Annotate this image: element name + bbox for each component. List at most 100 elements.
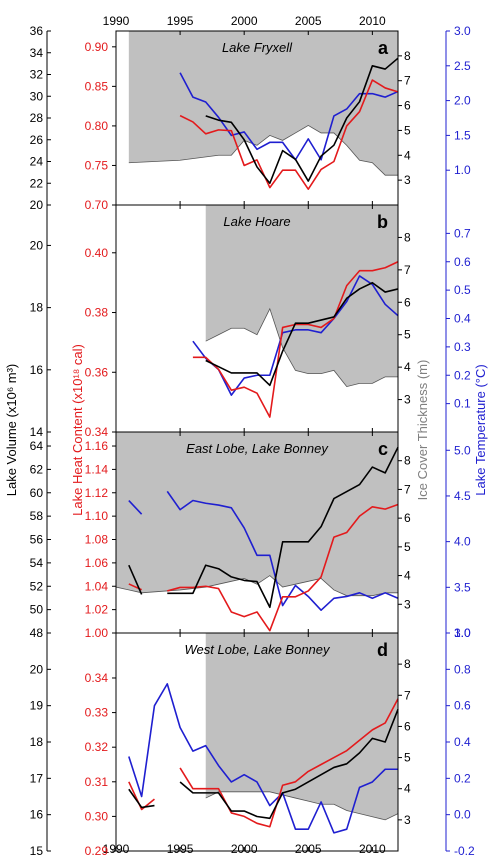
temperature-tick-label: 0.7 bbox=[454, 226, 471, 240]
heat-tick-label: 0.70 bbox=[85, 198, 109, 212]
heat-tick-label: 0.40 bbox=[85, 246, 109, 260]
ice-tick-label: 5 bbox=[404, 123, 411, 137]
temperature-tick-label: 1.0 bbox=[454, 163, 471, 177]
volume-line bbox=[205, 281, 399, 387]
ice-tick-label: 8 bbox=[404, 657, 411, 671]
heat-tick-label: 0.85 bbox=[85, 79, 109, 93]
ice-tick-label: 7 bbox=[404, 74, 411, 88]
ice-cover-fill bbox=[205, 633, 398, 820]
heat-tick-label: 0.33 bbox=[85, 706, 109, 720]
ice-tick-label: 4 bbox=[404, 360, 411, 374]
ice-tick-label: 6 bbox=[404, 511, 411, 525]
ice-tick-label: 6 bbox=[404, 719, 411, 733]
temp-line bbox=[128, 499, 143, 515]
volume-line bbox=[167, 446, 399, 609]
heat-tick-label: 0.36 bbox=[85, 365, 109, 379]
ice-tick-label: 7 bbox=[404, 263, 411, 277]
ice-tick-label: 6 bbox=[404, 99, 411, 113]
volume-tick-label: 16 bbox=[30, 363, 44, 377]
panel-letter: b bbox=[377, 212, 388, 232]
volume-tick-label: 64 bbox=[30, 439, 44, 453]
volume-tick-label: 26 bbox=[30, 133, 44, 147]
ice-tick-label: 4 bbox=[404, 569, 411, 583]
volume-tick-label: 54 bbox=[30, 556, 44, 570]
ice-tick-label: 8 bbox=[404, 454, 411, 468]
volume-tick-label: 30 bbox=[30, 89, 44, 103]
temp-line bbox=[166, 490, 399, 611]
volume-tick-label: 58 bbox=[30, 509, 44, 523]
panel-letter: d bbox=[377, 640, 388, 660]
heat-tick-label: 1.02 bbox=[85, 603, 109, 617]
heat-tick-label: 0.90 bbox=[85, 40, 109, 54]
temperature-tick-label: 0.0 bbox=[454, 808, 471, 822]
temp-line bbox=[128, 683, 398, 834]
ice-tick-label: 5 bbox=[404, 751, 411, 765]
heat-tick-label: 0.32 bbox=[85, 740, 109, 754]
top-year-tick-label: 1995 bbox=[167, 14, 194, 28]
temperature-tick-label: 0.4 bbox=[454, 312, 471, 326]
heat-line bbox=[167, 503, 399, 632]
ice-cover-fill bbox=[205, 205, 398, 387]
bottom-year-tick-label: 1990 bbox=[103, 842, 130, 856]
temperature-tick-label: 3.0 bbox=[454, 24, 471, 38]
ice-tick-label: 5 bbox=[404, 540, 411, 554]
ice-tick-label: 3 bbox=[404, 597, 411, 611]
ice-tick-label: 8 bbox=[404, 49, 411, 63]
heat-tick-label: 1.12 bbox=[85, 486, 109, 500]
ice-tick-label: 4 bbox=[404, 782, 411, 796]
ice-tick-label: 3 bbox=[404, 173, 411, 187]
heat-line bbox=[179, 698, 399, 828]
top-year-tick-label: 2005 bbox=[295, 14, 322, 28]
temperature-tick-label: 0.1 bbox=[454, 397, 471, 411]
volume-tick-label: 36 bbox=[30, 24, 44, 38]
volume-tick-label: 32 bbox=[30, 68, 44, 82]
heat-tick-label: 0.80 bbox=[85, 119, 109, 133]
volume-tick-label: 20 bbox=[30, 198, 44, 212]
panel-title: East Lobe, Lake Bonney bbox=[186, 441, 329, 456]
top-year-tick-label: 2000 bbox=[231, 14, 258, 28]
temperature-tick-label: 2.5 bbox=[454, 59, 471, 73]
bottom-year-tick-label: 2000 bbox=[231, 842, 258, 856]
volume-line bbox=[128, 564, 143, 595]
temperature-tick-label: 3.5 bbox=[454, 580, 471, 594]
bottom-year-tick-label: 2010 bbox=[359, 842, 386, 856]
volume-tick-label: 62 bbox=[30, 462, 44, 476]
ice-cover-thickness-axis-label: Ice Cover Thickness (m) bbox=[415, 360, 430, 501]
temperature-tick-label: 0.6 bbox=[454, 255, 471, 269]
heat-tick-label: 0.31 bbox=[85, 775, 109, 789]
volume-tick-label: 48 bbox=[30, 626, 44, 640]
volume-tick-label: 20 bbox=[30, 238, 44, 252]
temperature-tick-label: 0.5 bbox=[454, 283, 471, 297]
heat-line bbox=[179, 79, 399, 190]
ice-tick-label: 3 bbox=[404, 813, 411, 827]
volume-tick-label: 14 bbox=[30, 425, 44, 439]
volume-tick-label: 16 bbox=[30, 808, 44, 822]
heat-line bbox=[128, 781, 155, 811]
bottom-year-tick-label: 2005 bbox=[295, 842, 322, 856]
ice-tick-label: 6 bbox=[404, 295, 411, 309]
heat-tick-label: 1.14 bbox=[85, 462, 109, 476]
heat-tick-label: 1.00 bbox=[85, 626, 109, 640]
ice-tick-label: 8 bbox=[404, 230, 411, 244]
temperature-tick-label: 0.2 bbox=[454, 771, 471, 785]
volume-line bbox=[179, 709, 399, 820]
temperature-tick-label: 0.8 bbox=[454, 662, 471, 676]
volume-tick-label: 22 bbox=[30, 176, 44, 190]
temperature-tick-label: 2.0 bbox=[454, 94, 471, 108]
temperature-tick-label: 0.2 bbox=[454, 368, 471, 382]
lake-volume-axis-label: Lake Volume (x10⁶ m³) bbox=[4, 364, 19, 497]
heat-tick-label: 0.29 bbox=[85, 844, 109, 858]
temperature-tick-label: 4.5 bbox=[454, 489, 471, 503]
panel-letter: a bbox=[378, 38, 389, 58]
temp-line bbox=[192, 275, 399, 396]
temperature-tick-label: 4.0 bbox=[454, 535, 471, 549]
volume-tick-label: 24 bbox=[30, 155, 44, 169]
temperature-tick-label: 5.0 bbox=[454, 443, 471, 457]
panel-frame bbox=[115, 632, 399, 852]
heat-tick-label: 1.08 bbox=[85, 533, 109, 547]
panel-title: Lake Fryxell bbox=[222, 40, 293, 55]
lake-temperature-axis-label: Lake Temperature (°C) bbox=[473, 364, 488, 495]
panel-title: Lake Hoare bbox=[223, 214, 290, 229]
panel-title: West Lobe, Lake Bonney bbox=[184, 642, 331, 657]
